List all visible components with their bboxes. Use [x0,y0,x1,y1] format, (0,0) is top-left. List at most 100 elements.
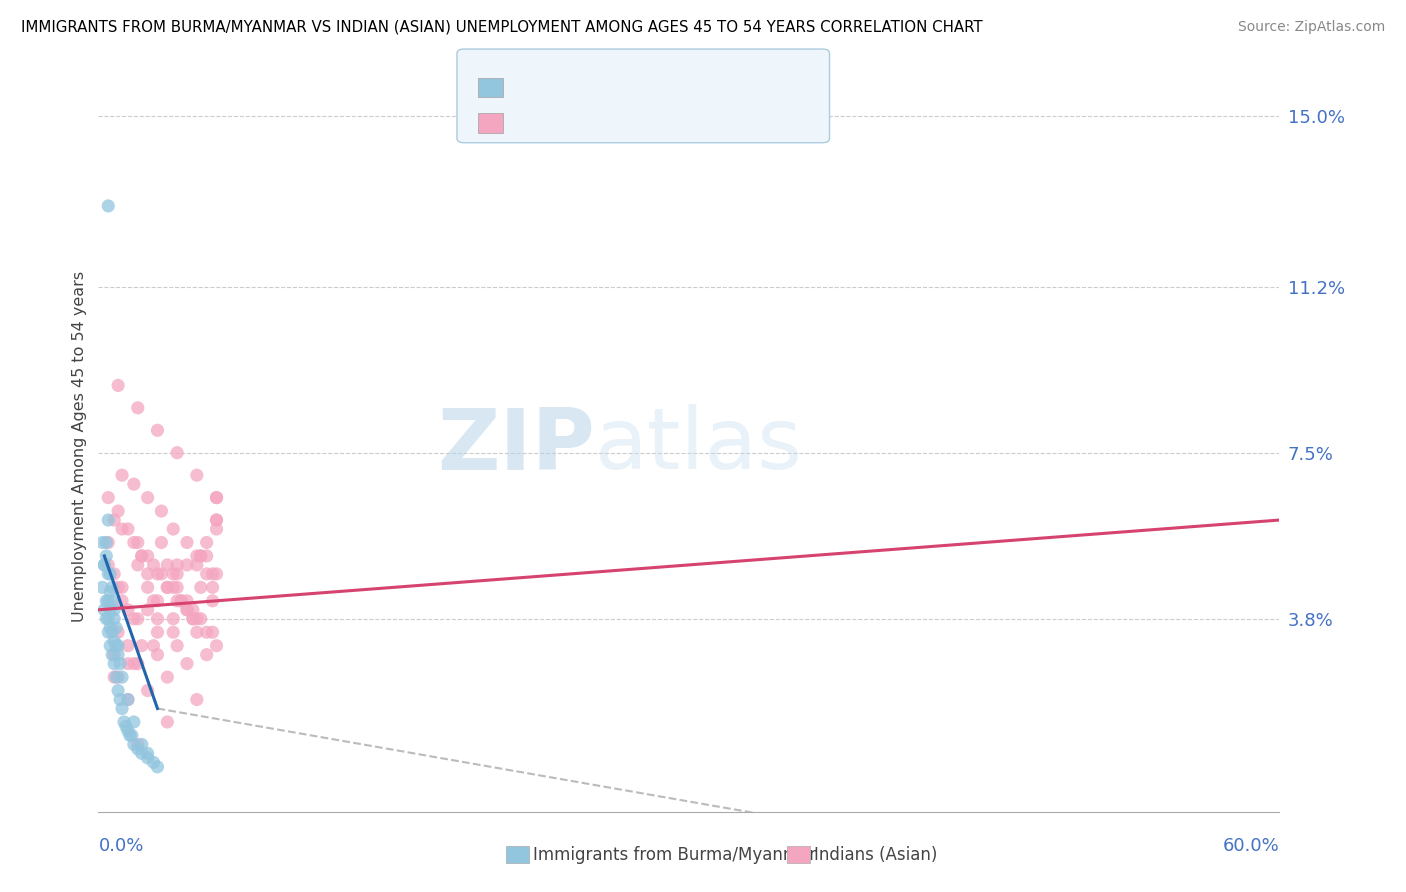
Point [136,683,159,698]
Point [186,625,208,640]
Point [127,401,149,415]
Point [136,580,159,594]
Point [103,513,125,527]
Point [136,751,159,765]
Point [91,580,114,594]
Point [131,549,153,563]
Point [105,639,128,653]
Point [205,491,228,505]
Point [136,549,159,563]
Point [117,522,139,536]
Point [195,535,218,549]
Point [107,580,129,594]
Point [170,594,193,608]
Point [103,657,125,671]
Point [117,692,139,706]
Point [176,594,198,608]
Text: IMMIGRANTS FROM BURMA/MYANMAR VS INDIAN (ASIAN) UNEMPLOYMENT AMONG AGES 45 TO 54: IMMIGRANTS FROM BURMA/MYANMAR VS INDIAN … [21,20,983,35]
Point [136,566,159,581]
Point [97,491,120,505]
Point [201,594,224,608]
Point [97,558,120,572]
Point [107,683,129,698]
Point [122,714,145,729]
Point [136,491,159,505]
Point [96,594,118,608]
Point [105,621,128,635]
Point [142,639,165,653]
Point [146,423,169,437]
Point [190,580,212,594]
Point [117,723,139,738]
Point [142,594,165,608]
Point [97,199,120,213]
Point [97,594,120,608]
Point [111,670,134,684]
Point [166,639,188,653]
Point [111,468,134,483]
Point [170,594,193,608]
Point [131,639,153,653]
Text: R =  0.187   N = 105: R = 0.187 N = 105 [517,114,704,132]
Point [127,535,149,549]
Text: atlas: atlas [595,404,803,488]
Point [146,612,169,626]
Point [98,621,121,635]
Point [190,549,212,563]
Point [181,612,204,626]
Point [107,670,129,684]
Point [108,657,131,671]
Point [156,714,179,729]
Point [186,612,208,626]
Point [98,603,121,617]
Point [122,535,145,549]
Point [108,692,131,706]
Point [98,639,121,653]
Point [107,378,129,392]
Point [150,566,173,581]
Point [121,728,143,742]
Point [98,584,121,599]
Point [201,566,224,581]
Point [96,535,118,549]
Point [142,756,165,770]
Point [103,634,125,648]
Point [97,625,120,640]
Point [97,535,120,549]
Point [146,594,169,608]
Point [93,558,115,572]
Point [97,513,120,527]
Point [111,594,134,608]
Point [150,535,173,549]
Point [118,728,141,742]
Point [195,625,218,640]
Point [166,446,188,460]
Point [91,535,114,549]
Point [162,580,184,594]
Point [195,648,218,662]
Point [93,558,115,572]
Point [93,603,115,617]
Point [176,535,198,549]
Point [103,648,125,662]
Point [162,612,184,626]
Point [162,566,184,581]
Point [166,558,188,572]
Point [103,566,125,581]
Point [205,491,228,505]
Point [101,580,124,594]
Text: 60.0%: 60.0% [1223,837,1279,855]
Point [205,639,228,653]
Point [107,504,129,518]
Point [103,612,125,626]
Point [186,692,208,706]
Point [122,738,145,752]
Point [127,612,149,626]
Point [127,742,149,756]
Point [111,701,134,715]
Point [117,692,139,706]
Text: ZIP: ZIP [437,404,595,488]
Point [162,522,184,536]
Point [156,670,179,684]
Point [190,612,212,626]
